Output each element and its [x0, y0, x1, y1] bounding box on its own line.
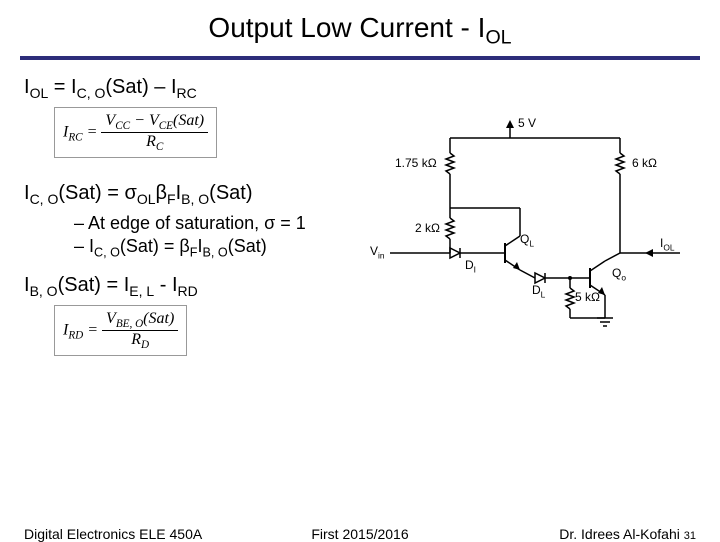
t: =: [83, 123, 102, 140]
eq-iol: IOL = IC, O(Sat) – IRC: [24, 76, 696, 101]
t: CC: [115, 120, 130, 132]
t: L: [541, 289, 546, 299]
label-vin: Vin: [370, 244, 385, 260]
t: D: [141, 339, 149, 351]
t: (Sat) = β: [120, 236, 190, 256]
t: (Sat): [173, 112, 204, 129]
label-ql: QL: [520, 232, 534, 248]
label-r4: 5 kΩ: [575, 290, 600, 304]
t: C, O: [94, 246, 120, 260]
t: (Sat) = I: [58, 274, 130, 296]
t: D: [532, 283, 541, 297]
t: BE, O: [116, 318, 143, 330]
t: OL: [137, 191, 156, 207]
t: (Sat): [143, 310, 174, 327]
label-di: DI: [465, 258, 476, 274]
t: = I: [48, 76, 76, 98]
t: B, O: [30, 283, 58, 299]
t: - I: [154, 274, 177, 296]
t: L: [529, 238, 534, 248]
label-5v: 5 V: [518, 116, 536, 130]
t: RC: [68, 131, 82, 143]
t: I: [474, 264, 476, 274]
t: V: [105, 112, 115, 129]
t: B, O: [203, 246, 228, 260]
t: (Sat): [209, 182, 252, 204]
t: Q: [520, 232, 529, 246]
t: V: [370, 244, 378, 258]
t: o: [621, 272, 626, 282]
label-dl: DL: [532, 283, 545, 299]
title-main: Output Low Current - I: [208, 12, 485, 43]
t: E, L: [129, 283, 154, 299]
t: F: [167, 191, 176, 207]
label-r2: 2 kΩ: [415, 221, 440, 235]
circuit-diagram: 5 V 1.75 kΩ 2 kΩ 6 kΩ 5 kΩ Vin QL Qo IOL…: [360, 118, 700, 348]
t: R: [131, 331, 141, 348]
slide-title: Output Low Current - IOL: [0, 0, 720, 50]
label-r1: 1.75 kΩ: [395, 156, 437, 170]
t: R: [146, 133, 156, 150]
t: (Sat) = σ: [58, 182, 136, 204]
t: D: [465, 258, 474, 272]
t: OL: [30, 85, 49, 101]
t: CE: [159, 120, 173, 132]
t: in: [378, 250, 385, 260]
t: β: [156, 182, 168, 204]
t: (Sat): [228, 236, 267, 256]
t: RD: [178, 283, 198, 299]
t: C: [156, 141, 163, 153]
t: V: [106, 310, 116, 327]
content-area: IOL = IC, O(Sat) – IRC IRC = VCC − VCE(S…: [0, 60, 720, 356]
t: C, O: [30, 191, 59, 207]
t: − V: [130, 112, 159, 129]
t: Q: [612, 266, 621, 280]
label-iol: IOL: [660, 236, 675, 252]
label-r3: 6 kΩ: [632, 156, 657, 170]
t: RD: [68, 329, 83, 341]
page-number: 31: [684, 530, 696, 542]
t: – I: [74, 236, 94, 256]
label-qo: Qo: [612, 266, 626, 282]
t: (Sat) – I: [105, 76, 176, 98]
t: RC: [177, 85, 197, 101]
title-sub: OL: [485, 27, 511, 49]
t: OL: [663, 242, 674, 252]
t: C, O: [77, 85, 106, 101]
t: =: [83, 321, 102, 338]
t: B, O: [181, 191, 209, 207]
